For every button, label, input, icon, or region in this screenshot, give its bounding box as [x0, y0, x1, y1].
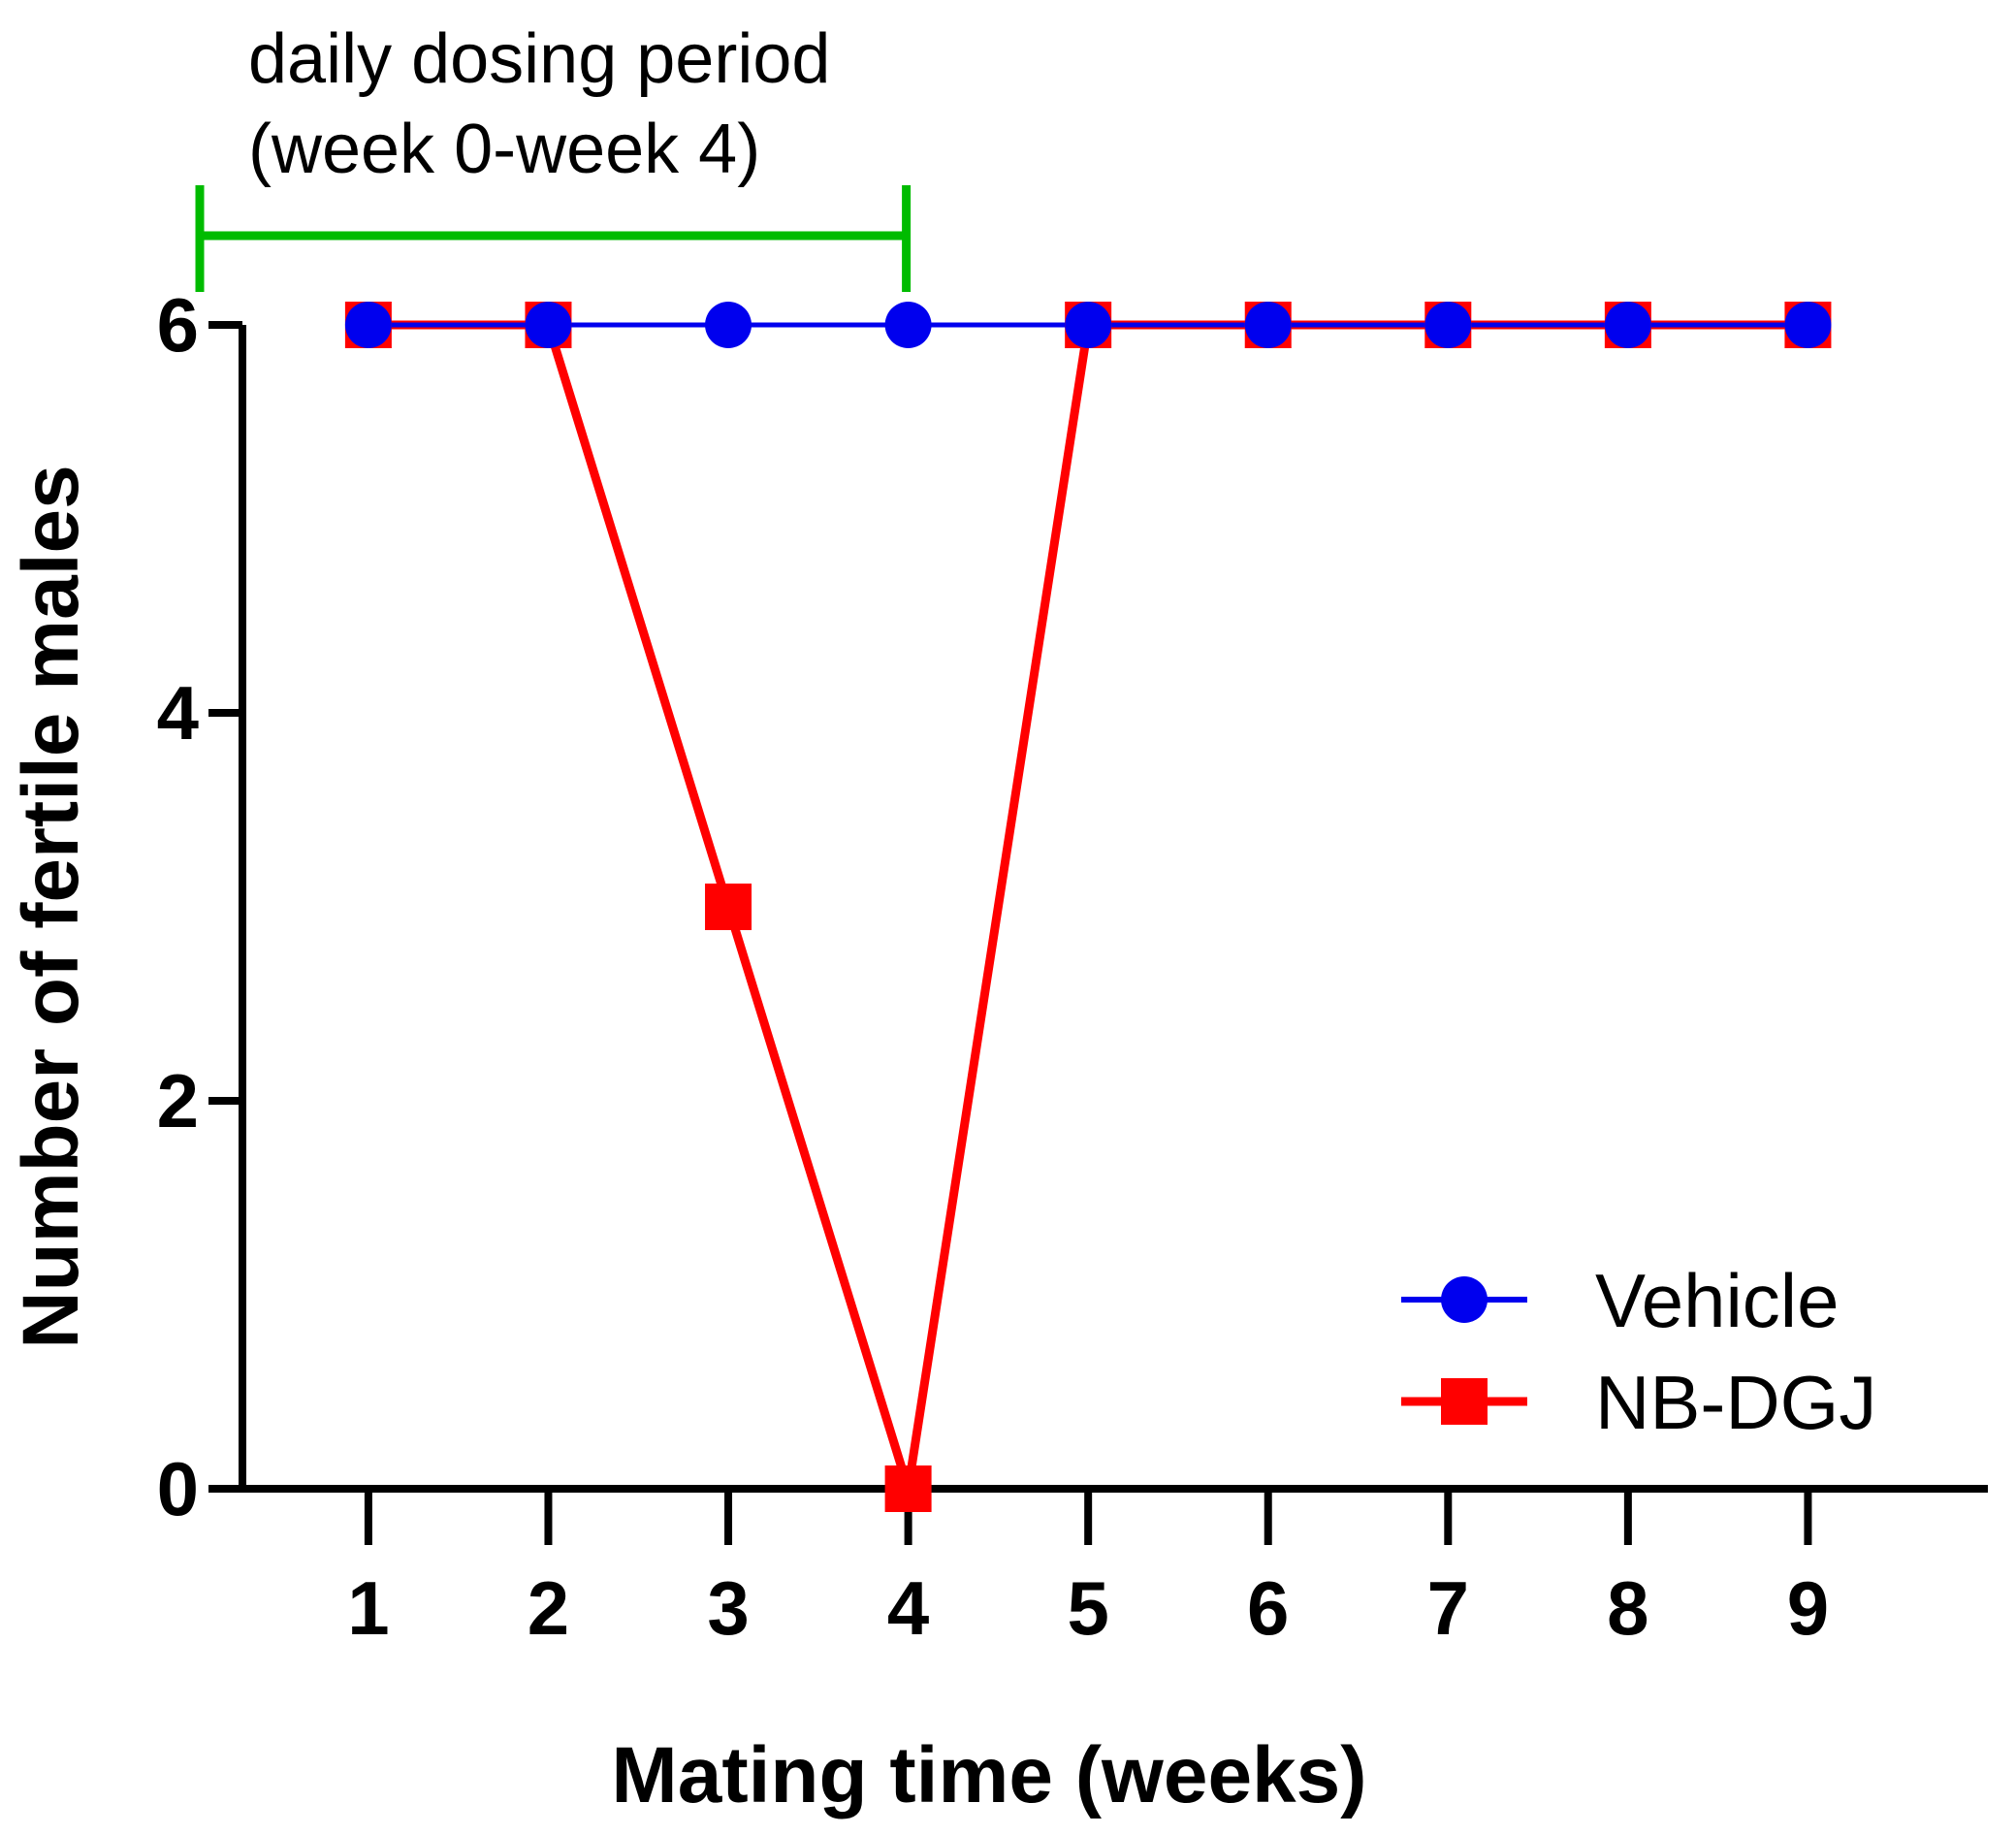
y-tick-label: 0 [157, 1446, 199, 1531]
x-axis-title: Mating time (weeks) [611, 1731, 1366, 1819]
x-tick-label: 9 [1787, 1565, 1829, 1651]
x-tick-label: 2 [528, 1565, 569, 1651]
data-point-vehicle [525, 302, 572, 348]
y-axis-title: Number of fertile males [7, 465, 95, 1348]
x-tick-label: 8 [1607, 1565, 1648, 1651]
x-tick-label: 4 [887, 1565, 929, 1651]
data-point-nb-dgj [705, 884, 752, 930]
data-point-vehicle [1784, 302, 1832, 348]
data-point-vehicle [1604, 302, 1651, 348]
dosing-period-annotation: daily dosing period (week 0-week 4) [195, 20, 912, 292]
annotation-line-1: daily dosing period [248, 20, 830, 98]
legend-label-vehicle: Vehicle [1595, 1258, 1840, 1343]
legend-marker-nb-dgj [1441, 1378, 1488, 1425]
data-point-vehicle [1424, 302, 1472, 348]
legend-marker-vehicle [1441, 1276, 1488, 1323]
annotation-line-2: (week 0-week 4) [248, 111, 760, 188]
x-tick-label: 3 [707, 1565, 749, 1651]
y-tick-label: 2 [157, 1058, 199, 1143]
y-tick-label: 6 [157, 282, 199, 368]
x-tick-label: 7 [1427, 1565, 1469, 1651]
series-line-nb-dgj [368, 320, 1808, 1491]
legend: Vehicle NB-DGJ [1401, 1258, 1876, 1445]
y-tick-label: 4 [157, 670, 199, 756]
data-point-vehicle [1065, 302, 1112, 348]
data-point-vehicle [1244, 302, 1292, 348]
axis-titles: Mating time (weeks) Number of fertile mal… [7, 465, 1367, 1819]
x-tick-label: 1 [347, 1565, 389, 1651]
data-point-vehicle [344, 302, 392, 348]
data-point-vehicle [884, 302, 932, 348]
axes: 0 2 4 6 1 2 3 4 5 6 7 8 9 [157, 282, 1988, 1651]
x-tick-label: 6 [1247, 1565, 1289, 1651]
data-point-nb-dgj [884, 1465, 932, 1512]
legend-label-nb-dgj: NB-DGJ [1595, 1360, 1876, 1445]
plot-area [344, 302, 1832, 1512]
x-tick-label: 5 [1067, 1565, 1108, 1651]
data-point-vehicle [705, 302, 752, 348]
